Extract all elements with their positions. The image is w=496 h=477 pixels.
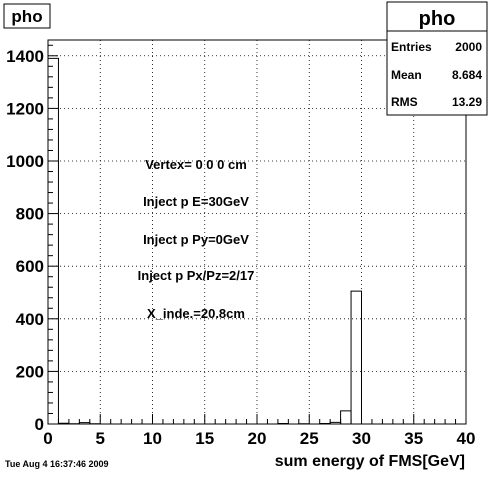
canvas-title: pho <box>11 7 42 26</box>
annotation-x-index: X_inde.=20.8cm <box>147 306 245 321</box>
annotation-vertex: Vertex= 0 0 0 cm <box>145 157 247 172</box>
annotation-pxpz: Inject p Px/Pz=2/17 <box>138 268 255 283</box>
stats-rms-label: RMS <box>391 95 418 109</box>
annotation-py: Inject p Py=0GeV <box>143 232 249 247</box>
stats-entries-label: Entries <box>391 40 432 54</box>
x-tick-label: 40 <box>457 429 476 448</box>
y-tick-label: 1200 <box>6 99 44 118</box>
x-tick-label: 15 <box>195 429 214 448</box>
annotations: Vertex= 0 0 0 cm Inject p E=30GeV Inject… <box>138 157 255 321</box>
x-axis-label: sum energy of FMS[GeV] <box>275 453 465 470</box>
y-tick-label: 0 <box>35 415 44 434</box>
y-tick-label: 400 <box>16 310 44 329</box>
y-tick-label: 600 <box>16 257 44 276</box>
x-tick-label: 0 <box>43 429 52 448</box>
annotation-energy: Inject p E=30GeV <box>143 194 249 209</box>
stats-mean-value: 8.684 <box>452 68 482 82</box>
histogram-bar <box>48 58 58 424</box>
stats-rms-value: 13.29 <box>452 95 482 109</box>
y-tick-label: 1400 <box>6 47 44 66</box>
x-tick-label: 10 <box>143 429 162 448</box>
timestamp: Tue Aug 4 16:37:46 2009 <box>5 459 109 469</box>
y-tick-label: 800 <box>16 205 44 224</box>
histogram-bar <box>341 411 351 424</box>
stats-mean-label: Mean <box>391 68 422 82</box>
y-tick-label: 1000 <box>6 152 44 171</box>
y-tick-label: 200 <box>16 362 44 381</box>
x-tick-label: 20 <box>248 429 267 448</box>
stats-entries-value: 2000 <box>455 40 482 54</box>
x-tick-label: 30 <box>352 429 371 448</box>
stats-title: pho <box>419 8 456 30</box>
x-tick-label: 35 <box>404 429 423 448</box>
x-tick-label: 5 <box>96 429 105 448</box>
histogram-bar <box>351 291 361 424</box>
stats-box: pho Entries 2000 Mean 8.684 RMS 13.29 <box>387 2 487 115</box>
x-tick-label: 25 <box>300 429 319 448</box>
